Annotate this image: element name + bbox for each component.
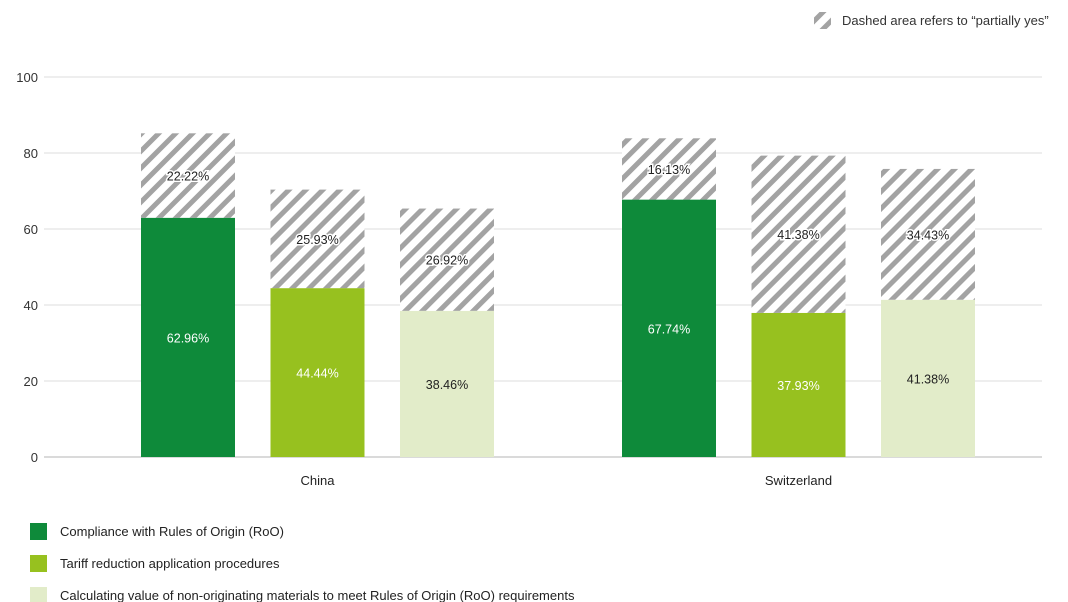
bar-yes	[141, 217, 235, 457]
y-tick-label: 60	[24, 222, 38, 237]
x-axis-categories: China Switzerland	[301, 473, 833, 488]
legend-swatch	[30, 587, 47, 602]
y-axis: 0 20 40 60 80 100	[16, 70, 38, 465]
partially-data-label: 16.13%	[648, 163, 690, 177]
legend-swatch	[30, 555, 47, 572]
partially-data-label: 26.92%	[426, 254, 468, 268]
yes-data-label: 67.74%	[648, 322, 690, 336]
x-category-label: Switzerland	[765, 473, 832, 488]
yes-data-label: 38.46%	[426, 378, 468, 392]
x-category-label: China	[301, 473, 336, 488]
bar-yes	[622, 199, 716, 457]
y-tick-label: 20	[24, 374, 38, 389]
legend-label: Tariff reduction application procedures	[60, 556, 280, 571]
legend-label: Calculating value of non-originating mat…	[60, 588, 575, 602]
bar-partially	[622, 138, 716, 200]
legend: Compliance with Rules of Origin (RoO) Tar…	[30, 523, 575, 602]
yes-data-label: 37.93%	[777, 379, 819, 393]
yes-data-label: 44.44%	[296, 367, 338, 381]
hatch-note-text: Dashed area refers to “partially yes”	[842, 13, 1049, 28]
data-labels: 62.96% 22.22% 44.44% 25.93% 38.46% 26.92% 67.7…	[165, 161, 950, 393]
y-tick-label: 100	[16, 70, 38, 85]
legend-label: Compliance with Rules of Origin (RoO)	[60, 524, 284, 539]
y-tick-label: 40	[24, 298, 38, 313]
y-tick-label: 80	[24, 146, 38, 161]
bar-partially	[270, 189, 365, 289]
yes-data-label: 62.96%	[167, 331, 209, 345]
hatch-note: Dashed area refers to “partially yes”	[814, 12, 1049, 29]
legend-swatch	[30, 523, 47, 540]
bar-yes	[270, 288, 365, 457]
bar-yes	[400, 310, 494, 457]
partially-data-label: 22.22%	[167, 170, 209, 184]
partially-data-label: 41.38%	[777, 228, 819, 242]
bar-partially	[881, 168, 975, 300]
bar-partially	[141, 133, 235, 218]
bar-partially	[400, 208, 494, 311]
bar-yes	[751, 312, 846, 457]
yes-data-label: 41.38%	[907, 372, 949, 386]
bar-yes	[881, 299, 975, 457]
bar-partially	[751, 155, 846, 313]
bars	[141, 133, 975, 457]
partially-data-label: 34.43%	[907, 228, 949, 242]
hatch-note-swatch	[814, 12, 831, 29]
y-tick-label: 0	[31, 450, 38, 465]
partially-data-label: 25.93%	[296, 233, 338, 247]
